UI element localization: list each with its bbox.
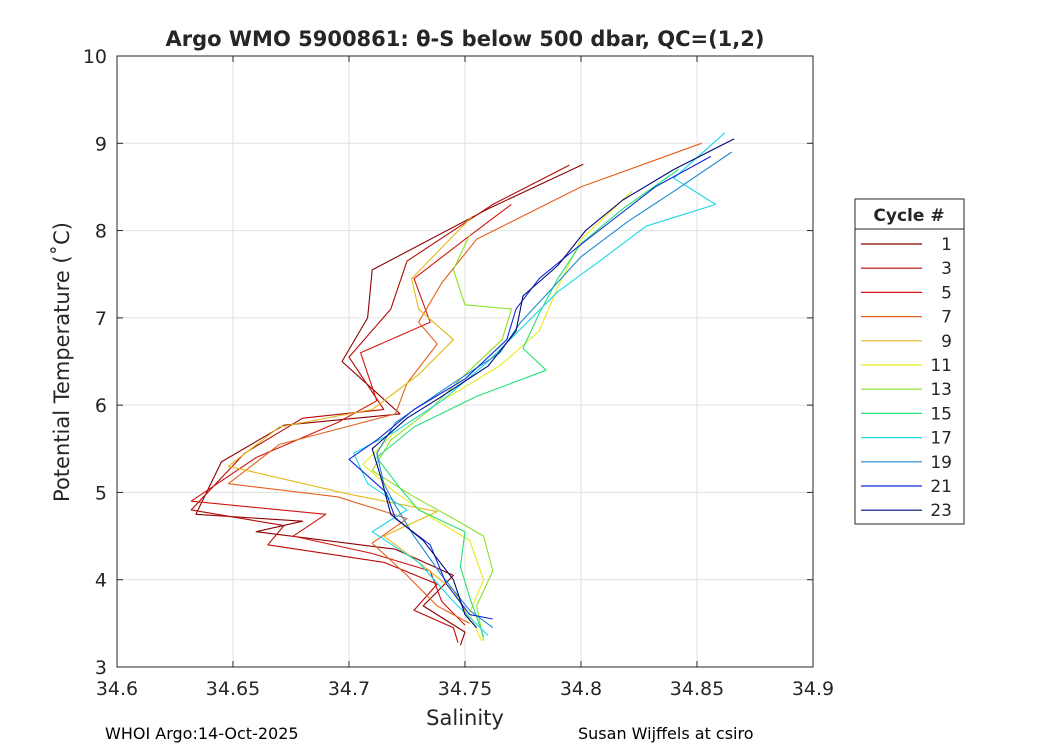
series-line-cycle-13 xyxy=(371,234,512,641)
legend-label-cycle-1: 1 xyxy=(941,235,952,255)
legend-title: Cycle # xyxy=(873,206,944,226)
chart-title: Argo WMO 5900861: θ-S below 500 dbar, QC… xyxy=(166,27,765,51)
y-tick-label: 8 xyxy=(95,221,107,243)
legend-label-cycle-21: 21 xyxy=(930,477,952,497)
series-line-cycle-5 xyxy=(190,203,512,626)
legend-label-cycle-19: 19 xyxy=(930,453,952,473)
x-tick-label: 34.7 xyxy=(328,678,370,700)
series-line-cycle-7 xyxy=(227,142,702,624)
footer-left-credit: WHOI Argo:14-Oct-2025 xyxy=(105,724,299,743)
legend-label-cycle-9: 9 xyxy=(941,332,952,352)
x-tick-label: 34.9 xyxy=(792,678,834,700)
legend-label-cycle-15: 15 xyxy=(930,404,952,424)
axis-ticks: 34.6 34.65 34.7 34.75 34.8 34.85 34.9 3 4 5 6 7 8 9 10 xyxy=(83,46,834,700)
series-line-cycle-1 xyxy=(195,163,584,646)
data-series xyxy=(190,132,735,646)
legend-label-cycle-23: 23 xyxy=(930,501,952,521)
series-line-cycle-17 xyxy=(353,132,726,636)
x-tick-label: 34.65 xyxy=(206,678,260,700)
series-line-cycle-15 xyxy=(376,169,679,637)
y-tick-label: 10 xyxy=(83,46,107,68)
series-line-cycle-3 xyxy=(190,164,570,643)
legend-label-cycle-3: 3 xyxy=(941,259,952,279)
x-tick-label: 34.75 xyxy=(438,678,492,700)
legend-label-cycle-13: 13 xyxy=(930,380,952,400)
footer-right-credit: Susan Wijffels at csiro xyxy=(578,724,754,743)
plot-area: 34.6 34.65 34.7 34.75 34.8 34.85 34.9 3 4 5 6 7 8 9 10 xyxy=(83,46,834,700)
series-line-cycle-21 xyxy=(348,155,712,620)
legend-label-cycle-17: 17 xyxy=(930,429,952,449)
legend-box xyxy=(854,198,965,525)
y-axis-label: Potential Temperature (˚C) xyxy=(50,222,74,502)
legend-label-cycle-7: 7 xyxy=(941,308,952,328)
legend-label-cycle-11: 11 xyxy=(930,356,952,376)
x-axis-label: Salinity xyxy=(426,706,504,730)
y-tick-label: 6 xyxy=(95,395,107,417)
y-tick-label: 3 xyxy=(95,657,107,679)
y-tick-label: 7 xyxy=(95,308,107,330)
legend-label-cycle-5: 5 xyxy=(941,283,952,303)
x-tick-label: 34.8 xyxy=(560,678,602,700)
y-tick-label: 5 xyxy=(95,482,107,504)
y-tick-label: 9 xyxy=(95,133,107,155)
x-tick-label: 34.85 xyxy=(670,678,724,700)
series-line-cycle-23 xyxy=(371,138,735,629)
x-tick-label: 34.6 xyxy=(96,678,138,700)
y-tick-label: 4 xyxy=(95,570,107,592)
